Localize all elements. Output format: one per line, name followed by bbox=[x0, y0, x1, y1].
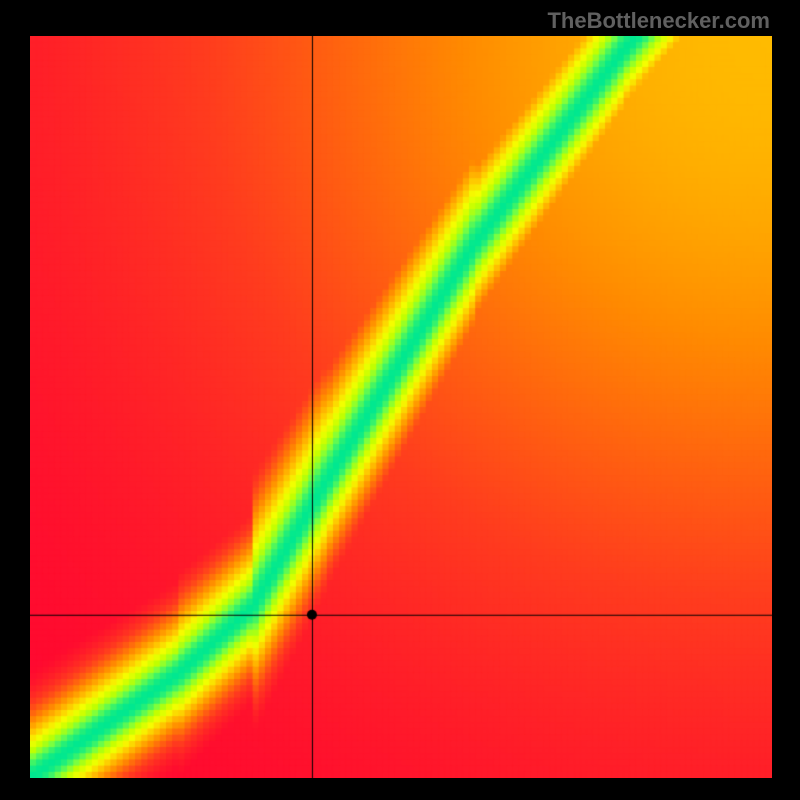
watermark-label: TheBottlenecker.com bbox=[547, 8, 770, 34]
bottleneck-heatmap bbox=[30, 36, 772, 778]
